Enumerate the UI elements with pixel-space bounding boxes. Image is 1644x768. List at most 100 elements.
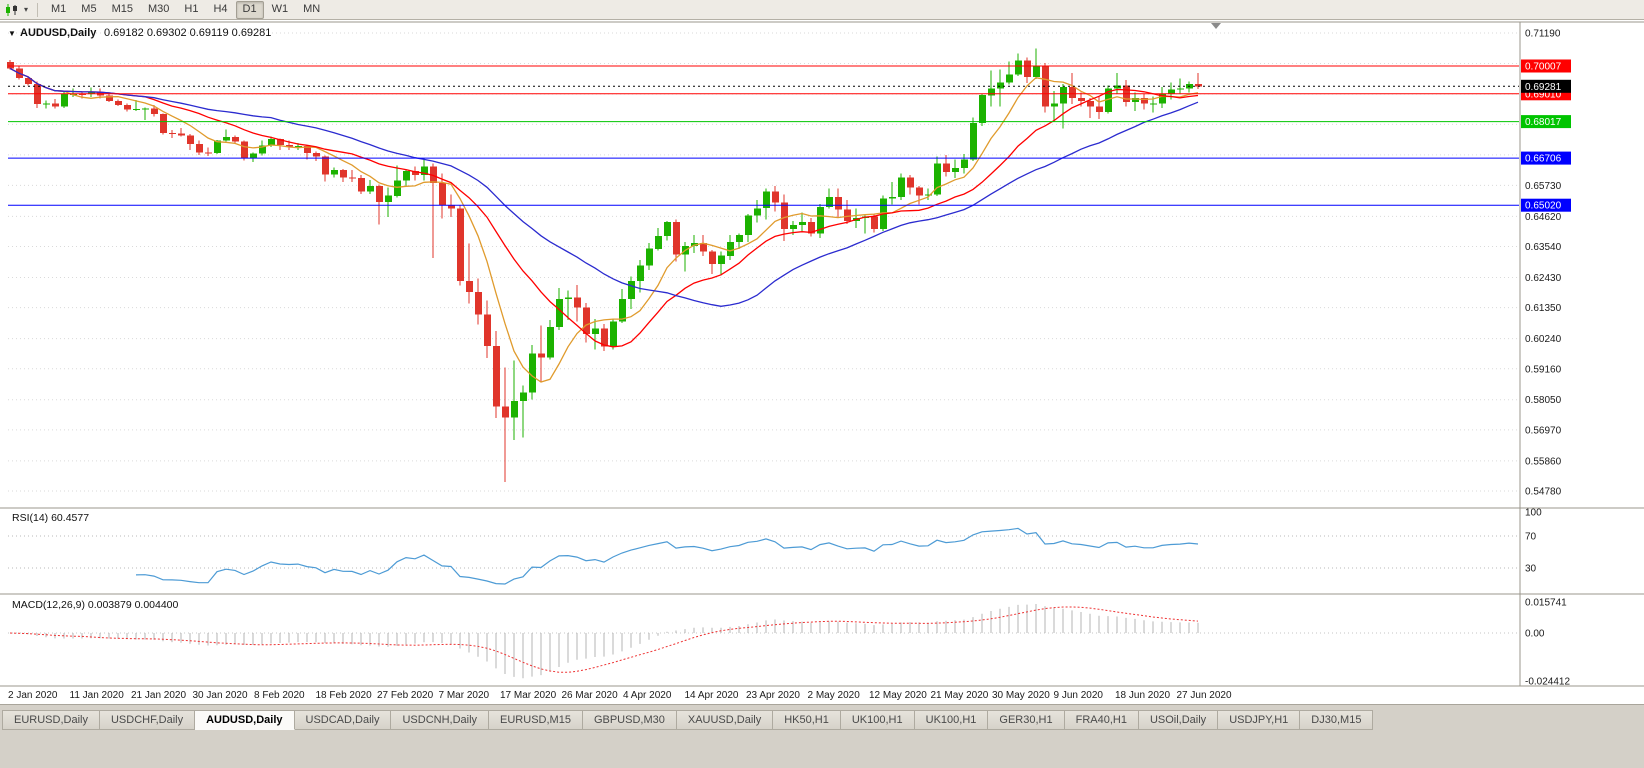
chart-type-icon[interactable] [4, 3, 20, 17]
price-tick-label: 0.63540 [1525, 242, 1562, 253]
timeframe-button-MN[interactable]: MN [303, 2, 321, 15]
date-label: 27 Feb 2020 [377, 690, 434, 701]
candle-body [169, 132, 176, 134]
date-label: 4 Apr 2020 [623, 690, 672, 701]
candle-body [808, 222, 815, 234]
price-tick-label: 0.58050 [1525, 395, 1562, 406]
candle-body [448, 205, 455, 209]
candle-body [475, 292, 482, 315]
candle-body [1096, 106, 1103, 112]
candle-body [376, 185, 383, 202]
candle-body [430, 166, 437, 184]
candle-body [151, 108, 158, 115]
symbol-dropdown-icon[interactable]: ▼ [8, 29, 16, 38]
chart-tab[interactable]: USOil,Daily [1138, 710, 1219, 730]
candle-body [565, 297, 572, 299]
candle-body [754, 208, 761, 216]
candle-body [466, 280, 473, 292]
candle-body [259, 145, 266, 154]
chart-type-dropdown-icon[interactable]: ▾ [24, 5, 29, 14]
candle-body [709, 251, 716, 265]
ma-fast-line [9, 67, 1199, 383]
chart-tab[interactable]: AUDUSD,Daily [195, 710, 295, 730]
chart-tab[interactable]: FRA40,H1 [1064, 710, 1139, 730]
date-label: 30 May 2020 [992, 690, 1050, 701]
candle-body [556, 299, 563, 327]
chart-tab[interactable]: EURUSD,Daily [2, 710, 100, 730]
candle-body [187, 135, 194, 145]
timeframe-button-H4[interactable]: H4 [213, 2, 228, 15]
macd-scale-label: -0.024412 [1525, 677, 1570, 688]
candle-body [655, 236, 662, 249]
candle-body [304, 146, 311, 153]
timeframe-button-W1[interactable]: W1 [271, 2, 289, 15]
timeframe-button-M5[interactable]: M5 [81, 2, 97, 15]
candle-body [178, 133, 185, 136]
candle-body [673, 222, 680, 255]
timeframe-button-M1[interactable]: M1 [51, 2, 67, 15]
candle-body [160, 114, 167, 133]
candle-body [970, 123, 977, 160]
candle-body [106, 95, 113, 101]
candle-body [1159, 93, 1166, 104]
candle-body [988, 88, 995, 96]
candle-body [457, 208, 464, 281]
chart-tab[interactable]: USDJPY,H1 [1218, 710, 1301, 730]
date-label: 18 Feb 2020 [316, 690, 373, 701]
candle-body [1015, 60, 1022, 75]
candle-body [385, 195, 392, 202]
candle-body [421, 166, 428, 175]
rsi-level-label: 70 [1525, 532, 1537, 543]
candle-body [88, 92, 95, 95]
candle-body [412, 171, 419, 175]
timeframe-button-H1[interactable]: H1 [184, 2, 199, 15]
candle-body [817, 206, 824, 234]
candle-body [61, 94, 68, 107]
chart-tab[interactable]: HK50,H1 [773, 710, 841, 730]
candle-body [835, 197, 842, 210]
chart-shift-marker[interactable] [1211, 23, 1221, 29]
date-label: 14 Apr 2020 [685, 690, 739, 701]
chart-tab[interactable]: GER30,H1 [988, 710, 1065, 730]
timeframe-button-M15[interactable]: M15 [111, 2, 133, 15]
price-chart-canvas[interactable]: 0.70007 0.69010 0.68017 0.66706 0.65020 0.692… [0, 20, 1644, 704]
candle-body [916, 187, 923, 196]
chart-area: 0.70007 0.69010 0.68017 0.66706 0.65020 0.692… [0, 20, 1644, 704]
chart-tab[interactable]: USDCHF,Daily [99, 710, 196, 730]
price-badge [1521, 79, 1571, 93]
candle-body [43, 103, 50, 105]
candle-body [1168, 89, 1175, 94]
chart-tab[interactable]: GBPUSD,M30 [582, 710, 677, 730]
chart-tab[interactable]: XAUUSD,Daily [676, 710, 774, 730]
toolbar: ▾ M1 M5 M15 M30 H1 H4 D1 W1 MN [0, 0, 1644, 20]
candle-body [493, 345, 500, 407]
price-tick-label: 0.62430 [1525, 273, 1562, 284]
date-label: 23 Apr 2020 [746, 690, 800, 701]
candle-body [295, 146, 302, 147]
date-label: 21 May 2020 [931, 690, 989, 701]
timeframe-button-M30[interactable]: M30 [147, 2, 170, 15]
candle-body [790, 225, 797, 230]
chart-tab[interactable]: EURUSD,M15 [489, 710, 583, 730]
chart-tab[interactable]: USDCNH,Daily [391, 710, 490, 730]
price-badge [1521, 115, 1571, 129]
candle-body [610, 321, 617, 347]
chart-tab[interactable]: UK100,H1 [914, 710, 989, 730]
candle-body [124, 105, 131, 110]
candle-body [979, 95, 986, 124]
timeframe-button-D1[interactable]: D1 [235, 0, 264, 19]
candle-body [538, 353, 545, 358]
candle-body [250, 153, 257, 158]
candle-body [313, 153, 320, 157]
chart-tab[interactable]: UK100,H1 [840, 710, 915, 730]
candle-body [25, 77, 32, 84]
price-badge-label: 0.66706 [1525, 154, 1562, 165]
candle-body [268, 139, 275, 146]
macd-label: MACD(12,26,9) 0.003879 0.004400 [12, 599, 179, 611]
candle-body [520, 392, 527, 401]
chart-tab[interactable]: USDCAD,Daily [294, 710, 392, 730]
candle-body [619, 299, 626, 322]
candle-body [745, 215, 752, 235]
candle-body [7, 62, 14, 69]
chart-tab[interactable]: DJ30,M15 [1300, 710, 1374, 730]
